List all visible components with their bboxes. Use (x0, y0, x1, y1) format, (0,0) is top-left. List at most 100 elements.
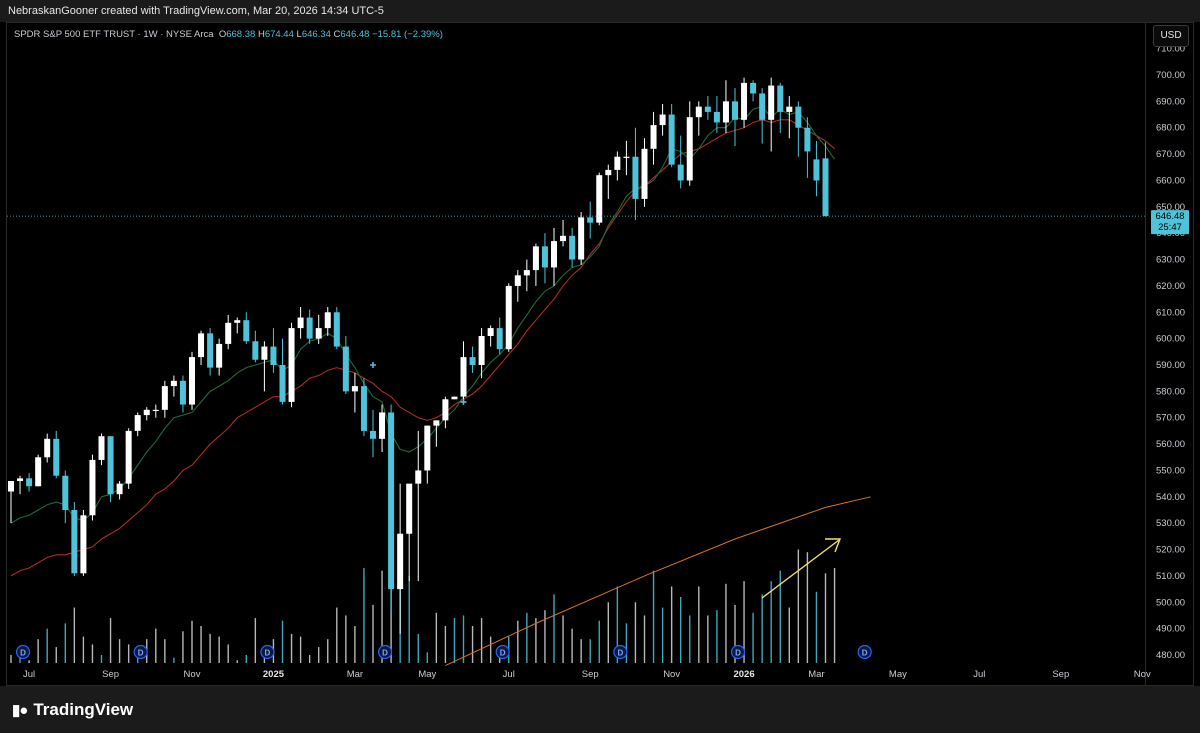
candle-body (406, 483, 413, 534)
candle-body (523, 270, 530, 276)
candle-body (424, 425, 431, 471)
candle-body (134, 415, 141, 431)
dividend-marker-icon (133, 644, 148, 660)
creator-credit: NebraskanGooner created with TradingView… (8, 5, 384, 17)
y-tick-label: 670.00 (1156, 149, 1185, 160)
candle-body (686, 117, 693, 181)
y-tick-label: 690.00 (1156, 96, 1185, 107)
candle-body (315, 328, 322, 339)
symbol-name: SPDR S&P 500 ETF TRUST · 1W · NYSE Arca (14, 29, 214, 40)
candle-body (351, 386, 358, 392)
candle-body (198, 333, 205, 358)
dividend-letter: D (862, 649, 868, 658)
y-tick-label: 490.00 (1156, 624, 1185, 635)
candle-body (804, 127, 811, 152)
candle-body (560, 235, 567, 242)
dividend-letter: D (382, 649, 388, 658)
candle-body (659, 114, 666, 126)
y-tick-label: 530.00 (1156, 518, 1185, 529)
candle-body (179, 380, 186, 405)
candle-body (750, 82, 757, 94)
candle-body (741, 82, 748, 120)
x-tick-label: 2026 (733, 669, 754, 680)
candle-body (243, 320, 250, 342)
y-tick-label: 510.00 (1156, 571, 1185, 582)
candle-body (80, 515, 87, 574)
annotation-arrow-line (761, 539, 840, 599)
candle-body (116, 483, 123, 495)
x-tick-label: Nov (663, 669, 680, 680)
currency-button[interactable]: USD (1153, 25, 1189, 47)
candle-body (415, 470, 422, 484)
dividend-marker-icon (377, 644, 393, 660)
candle-body (442, 399, 449, 421)
candle-body (370, 430, 376, 439)
candle-body (677, 164, 684, 181)
dividend-marker-icon (730, 644, 746, 660)
ema-line (10, 106, 836, 524)
y-tick-label: 500.00 (1156, 597, 1185, 608)
candle-body (53, 438, 60, 476)
candle-body (8, 481, 14, 492)
high-label: H (257, 29, 265, 40)
candle-body (288, 328, 295, 402)
high-value: 674.44 (264, 29, 294, 40)
candle-body (17, 478, 24, 481)
candle-body (532, 246, 539, 271)
candle-body (161, 386, 168, 410)
candle-body (388, 412, 395, 590)
candle-body (234, 320, 241, 323)
candle-body (478, 336, 485, 365)
y-tick-label: 710.00 (1156, 44, 1185, 55)
dividend-letter: D (20, 649, 26, 658)
x-tick-label: May (418, 669, 436, 680)
top-bar: NebraskanGooner created with TradingView… (0, 0, 1200, 22)
y-tick-label: 570.00 (1156, 413, 1185, 424)
y-tick-label: 600.00 (1156, 334, 1185, 345)
candle-body (270, 346, 277, 365)
price-axis-separator (1145, 22, 1146, 686)
candle-body (650, 125, 657, 149)
candle-body (397, 533, 404, 590)
candle-body (695, 106, 702, 118)
candle-body (107, 436, 114, 495)
candle-body (333, 312, 340, 347)
candle-body (26, 478, 33, 487)
low-value: 646.34 (301, 29, 331, 40)
y-tick-label: 650.00 (1156, 202, 1185, 213)
y-tick-label: 480.00 (1156, 650, 1185, 661)
candle-body (360, 386, 367, 431)
brand-name: TradingView (33, 700, 134, 719)
candle-body (433, 420, 440, 426)
x-tick-label: Mar (808, 669, 824, 680)
dividend-letter: D (735, 649, 741, 658)
candle-body (777, 85, 784, 112)
y-tick-label: 590.00 (1156, 360, 1185, 371)
dividend-letter: D (500, 649, 506, 658)
dividend-marker-icon (495, 644, 510, 660)
y-tick-label: 540.00 (1156, 492, 1185, 503)
volume-ma-line (445, 496, 871, 666)
candle-body (152, 409, 159, 412)
candle-body (704, 106, 711, 112)
candle-body (189, 357, 195, 405)
candle-body (713, 111, 720, 123)
candle-body (469, 357, 476, 365)
tradingview-logo[interactable]: ▮● TradingView (12, 700, 133, 720)
y-tick-label: 520.00 (1156, 545, 1185, 556)
candle-body (623, 156, 630, 158)
candle-body (768, 85, 775, 120)
x-tick-label: Sep (1052, 669, 1069, 680)
candle-body (297, 317, 304, 329)
y-tick-label: 610.00 (1156, 307, 1185, 318)
y-tick-label: 680.00 (1156, 123, 1185, 134)
bottom-bar (0, 686, 1200, 733)
candle-body (596, 175, 603, 223)
candle-body (487, 328, 494, 336)
candle-body (225, 322, 232, 344)
y-tick-label: 660.00 (1156, 175, 1185, 186)
symbol-legend: SPDR S&P 500 ETF TRUST · 1W · NYSE Arca … (14, 29, 443, 40)
candle-body (578, 217, 585, 260)
candle-body (89, 459, 96, 516)
